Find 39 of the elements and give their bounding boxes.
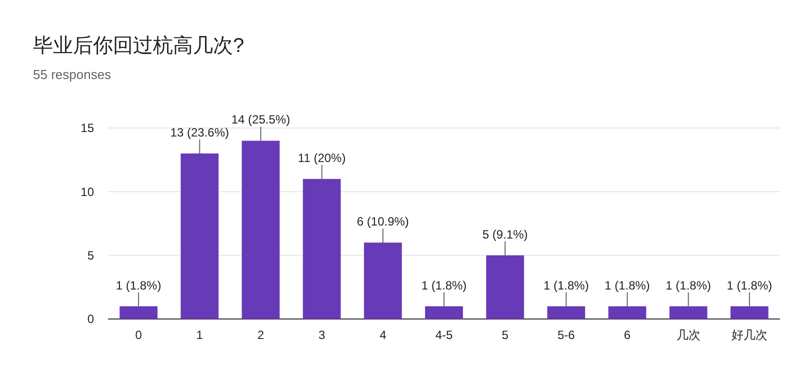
x-tick-label: 4-5 (435, 328, 453, 342)
x-tick-label: 2 (257, 328, 264, 342)
chart-subtitle: 55 responses (33, 67, 112, 82)
data-label: 14 (25.5%) (231, 112, 290, 127)
x-tick-label: 5-6 (558, 328, 576, 342)
y-tick-label: 0 (87, 312, 94, 326)
data-label: 11 (20%) (298, 150, 346, 165)
data-label: 6 (10.9%) (356, 214, 409, 229)
x-tick-label: 3 (318, 328, 326, 342)
data-label: 1 (1.8%) (116, 278, 162, 292)
x-tick-label: 0 (135, 328, 142, 342)
y-tick-label: 5 (87, 248, 94, 263)
bar (242, 140, 280, 319)
bar (608, 306, 646, 319)
data-label: 1 (1.8%) (666, 278, 712, 292)
bar (425, 306, 463, 319)
chart-title: 毕业后你回过杭高几次? (33, 34, 244, 57)
bar (547, 306, 586, 319)
bar (730, 306, 768, 319)
data-label: 1 (1.8%) (544, 278, 589, 292)
y-tick-label: 15 (80, 121, 94, 136)
x-tick-label: 5 (502, 328, 509, 342)
x-tick-label: 4 (380, 328, 387, 342)
bar (669, 306, 708, 319)
data-label: 1 (1.8%) (604, 278, 650, 292)
data-label: 1 (1.8%) (421, 278, 467, 292)
x-tick-label: 6 (624, 328, 631, 342)
x-tick-label: 1 (196, 328, 204, 342)
bar (120, 306, 158, 319)
data-label: 1 (1.8%) (726, 278, 772, 292)
x-tick-label: 几次 (676, 328, 700, 342)
x-tick-label: 好几次 (731, 328, 768, 342)
y-tick-label: 10 (80, 184, 94, 199)
bar (180, 153, 219, 319)
bar (486, 255, 524, 319)
data-label: 13 (23.6%) (170, 125, 229, 140)
data-label: 5 (9.1%) (482, 227, 528, 242)
bar (302, 178, 341, 319)
bar (364, 242, 402, 319)
